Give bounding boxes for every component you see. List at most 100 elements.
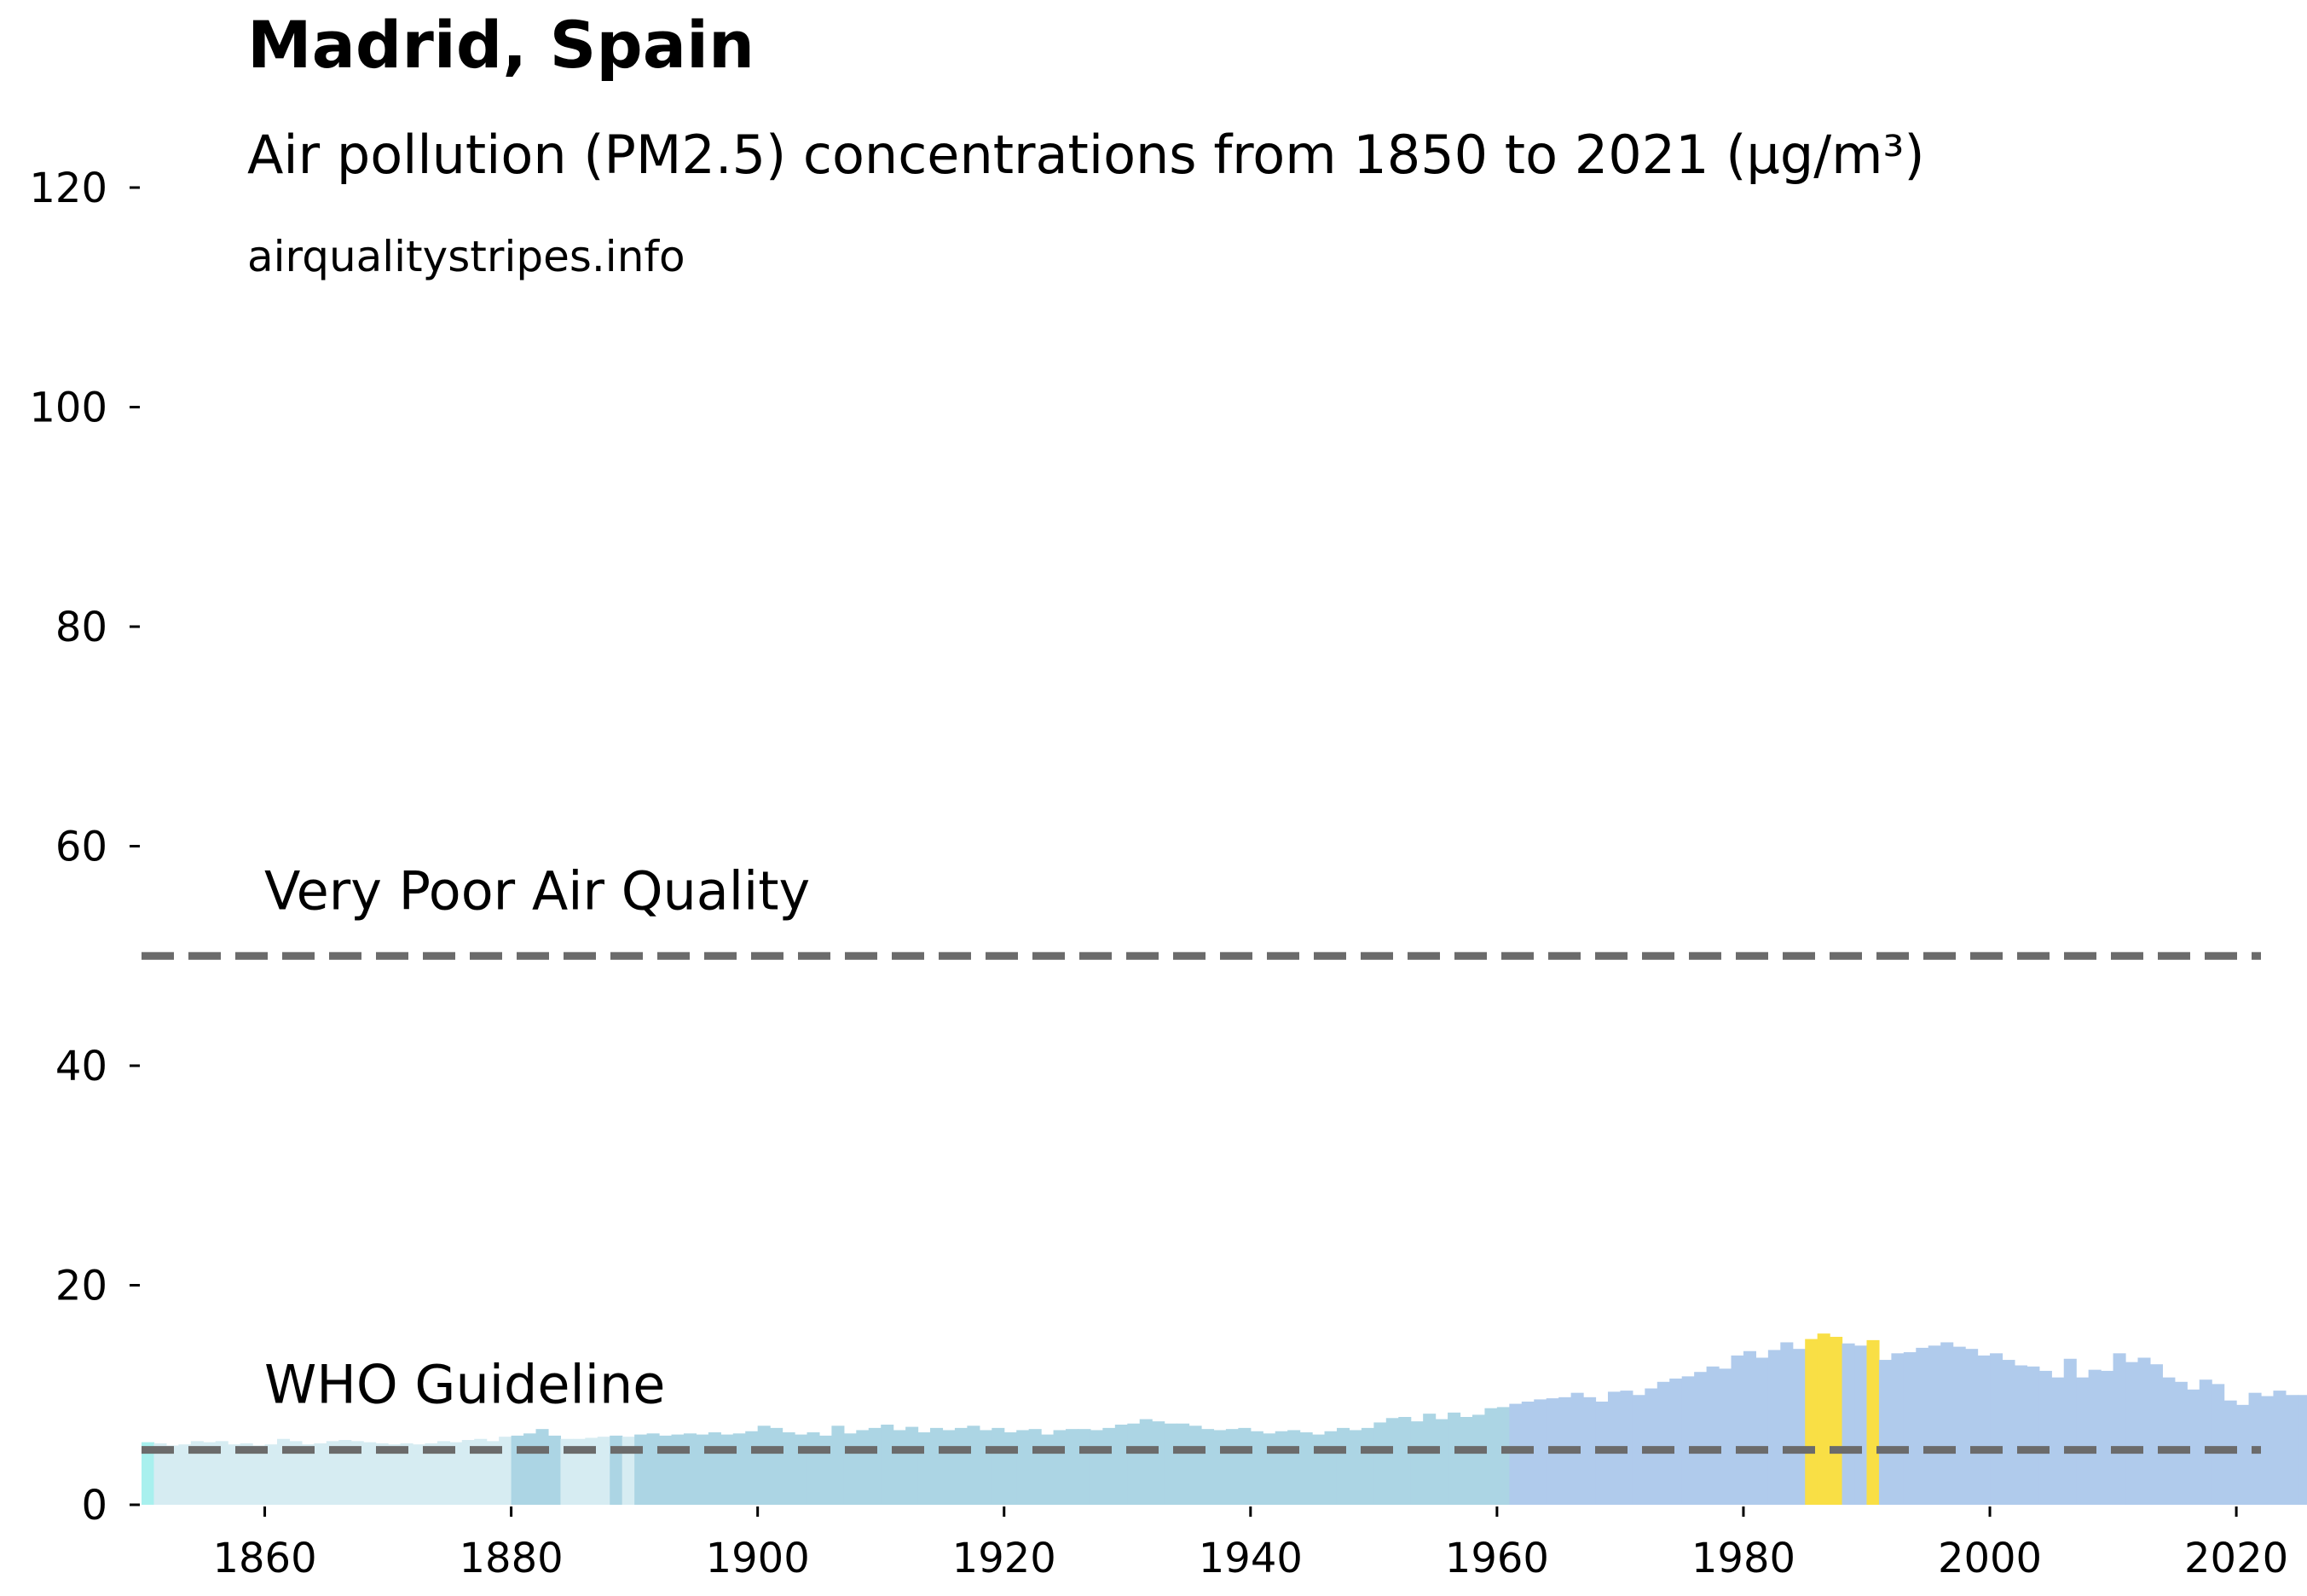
bar-1959: [1484, 1408, 1498, 1505]
bar-1890: [634, 1434, 648, 1505]
bar-1943: [1287, 1430, 1301, 1505]
x-tick-label: 1960: [1445, 1535, 1549, 1582]
bar-1919: [992, 1427, 1005, 1506]
bar-2012: [2137, 1357, 2151, 1505]
bar-2007: [2076, 1377, 2090, 1505]
bar-1909: [868, 1427, 882, 1506]
bar-1933: [1164, 1423, 1177, 1505]
bar-1992: [1891, 1353, 1905, 1505]
y-tick-label: 80: [55, 604, 107, 651]
bar-1895: [696, 1434, 709, 1505]
bar-1927: [1090, 1430, 1103, 1505]
bar-1929: [1114, 1425, 1128, 1505]
bar-1990: [1866, 1339, 1880, 1506]
bar-1977: [1706, 1366, 1720, 1505]
bar-1850: [142, 1442, 155, 1505]
bar-1993: [1903, 1352, 1917, 1505]
bar-1878: [486, 1441, 500, 1505]
bar-1894: [683, 1433, 697, 1505]
bar-1950: [1373, 1422, 1387, 1505]
bar-1913: [917, 1432, 931, 1505]
y-axis: 0 20 40 60 80 100 120: [29, 165, 140, 1530]
bar-1876: [461, 1440, 475, 1505]
bar-1865: [326, 1441, 339, 1505]
bar-2015: [2174, 1381, 2188, 1505]
bar-1930: [1127, 1423, 1141, 1505]
bar-1980: [1743, 1350, 1756, 1505]
bar-1991: [1878, 1360, 1892, 1505]
bar-2010: [2113, 1353, 2126, 1505]
bar-1851: [153, 1443, 167, 1505]
bar-1951: [1385, 1418, 1399, 1505]
x-tick-label: 1880: [460, 1535, 564, 1582]
bar-1893: [671, 1434, 685, 1505]
bar-2017: [2199, 1379, 2212, 1505]
bar-2005: [2051, 1377, 2065, 1505]
bar-1963: [1534, 1399, 1547, 1505]
bar-1881: [523, 1433, 537, 1505]
bar-2003: [2027, 1366, 2040, 1505]
bar-1928: [1102, 1427, 1116, 1506]
reference-line-label: WHO Guideline: [264, 1354, 665, 1416]
bar-1902: [782, 1432, 795, 1505]
bar-1985: [1805, 1339, 1818, 1505]
bar-1997: [1952, 1346, 1966, 1505]
bar-1940: [1250, 1431, 1263, 1505]
bar-2024: [2285, 1395, 2298, 1505]
bar-1953: [1410, 1421, 1424, 1505]
bar-1859: [252, 1445, 266, 1505]
bar-1883: [547, 1435, 562, 1505]
x-tick-label: 1980: [1691, 1535, 1795, 1582]
x-tick-label: 2000: [1938, 1535, 2042, 1582]
bar-1912: [905, 1426, 919, 1505]
bar-1989: [1854, 1345, 1868, 1505]
bar-1853: [178, 1444, 192, 1505]
bar-1863: [301, 1444, 315, 1505]
bar-1889: [622, 1437, 635, 1505]
chart-source: airqualitystripes.info: [247, 232, 685, 281]
bar-1958: [1472, 1414, 1486, 1505]
bar-2011: [2125, 1362, 2139, 1506]
x-tick-label: 1940: [1199, 1535, 1303, 1582]
bar-2013: [2149, 1364, 2163, 1505]
bar-1983: [1780, 1342, 1794, 1505]
bar-1877: [474, 1438, 488, 1505]
bar-1999: [1977, 1355, 1991, 1505]
bar-1867: [350, 1441, 364, 1505]
bar-1858: [240, 1443, 253, 1505]
bar-1981: [1755, 1357, 1769, 1505]
bar-1923: [1041, 1434, 1055, 1505]
bar-1869: [375, 1443, 389, 1505]
bar-1856: [215, 1441, 228, 1505]
bar-1948: [1349, 1430, 1362, 1505]
bar-1961: [1509, 1403, 1523, 1505]
bar-1884: [560, 1438, 574, 1505]
bar-1979: [1731, 1355, 1744, 1505]
bar-1862: [289, 1441, 303, 1505]
bar-1934: [1177, 1423, 1190, 1505]
x-tick-label: 1920: [952, 1535, 1056, 1582]
bar-2002: [2014, 1365, 2027, 1505]
bar-1984: [1792, 1349, 1806, 1505]
bar-1868: [363, 1442, 377, 1505]
bar-1926: [1078, 1429, 1091, 1505]
bar-1971: [1632, 1395, 1645, 1505]
bar-1910: [881, 1425, 894, 1505]
bar-1976: [1694, 1372, 1708, 1505]
bar-1860: [264, 1444, 278, 1505]
bar-2009: [2101, 1370, 2114, 1505]
chart-title: Madrid, Spain: [247, 7, 755, 83]
bar-1888: [610, 1435, 623, 1505]
bar-1947: [1336, 1427, 1350, 1506]
bar-1882: [535, 1429, 549, 1505]
bar-1996: [1940, 1342, 1954, 1505]
bar-1920: [1003, 1432, 1017, 1505]
bar-2000: [1990, 1353, 2003, 1505]
bar-1945: [1312, 1434, 1326, 1505]
bar-1967: [1583, 1396, 1597, 1505]
bar-1937: [1213, 1430, 1227, 1505]
bar-1982: [1767, 1350, 1781, 1505]
bar-1917: [967, 1425, 980, 1505]
bar-1870: [388, 1444, 402, 1505]
bar-1994: [1916, 1347, 1929, 1505]
